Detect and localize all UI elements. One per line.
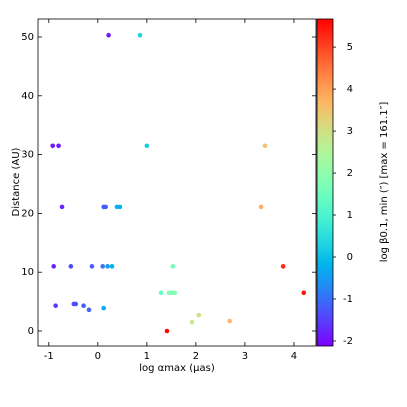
point [81, 303, 86, 309]
point [59, 204, 65, 210]
point [50, 143, 56, 149]
point [158, 290, 164, 296]
point [117, 204, 123, 210]
point [51, 264, 56, 269]
colorbar-tick-label: 0 [347, 252, 353, 263]
x-tick-label: -1 [44, 351, 54, 362]
colorbar-tick-label: 5 [347, 42, 353, 53]
y-tick-label: 10 [21, 267, 34, 278]
point [105, 264, 110, 269]
point [53, 303, 58, 309]
colorbar-tick-label: 3 [347, 126, 353, 137]
y-tick-label: 0 [28, 326, 34, 337]
plot-frame [37, 18, 317, 347]
y-tick-label: 30 [21, 150, 34, 161]
colorbar-tick-label: -1 [343, 294, 353, 305]
colorbar-tick-label: 2 [347, 168, 353, 179]
y-tick-label: 40 [21, 91, 34, 102]
x-tick-label: 4 [291, 351, 297, 362]
point [301, 290, 307, 296]
point [86, 307, 92, 313]
colorbar-tick-label: -2 [343, 336, 353, 347]
point [172, 290, 178, 296]
point [189, 319, 195, 325]
point [101, 305, 107, 311]
x-axis-label: log αmax (μas) [139, 363, 215, 374]
x-tick-label: 3 [242, 351, 248, 362]
colorbar-tick-label: 4 [347, 84, 353, 95]
point [164, 328, 170, 334]
point [196, 312, 202, 318]
point [280, 264, 286, 269]
point [170, 264, 176, 269]
point [100, 264, 106, 269]
y-axis-label: Distance (AU) [11, 147, 22, 216]
point [227, 318, 233, 324]
point [106, 32, 111, 38]
x-tick-label: 0 [95, 351, 101, 362]
point [137, 32, 143, 38]
point [56, 143, 61, 149]
point [73, 301, 79, 307]
colorbar-label: log β0.1, min (″) [max = 161.1″] [379, 102, 390, 263]
point [68, 264, 74, 269]
point [258, 204, 264, 210]
colorbar-tick-label: 1 [347, 210, 353, 221]
colorbar [316, 18, 334, 347]
x-tick-label: 2 [193, 351, 199, 362]
point [109, 264, 115, 269]
point [103, 204, 108, 210]
point [144, 143, 150, 149]
y-tick-label: 50 [21, 32, 34, 43]
y-tick-label: 20 [21, 208, 34, 219]
x-tick-label: 1 [144, 351, 150, 362]
point [262, 143, 268, 149]
point [89, 264, 95, 269]
